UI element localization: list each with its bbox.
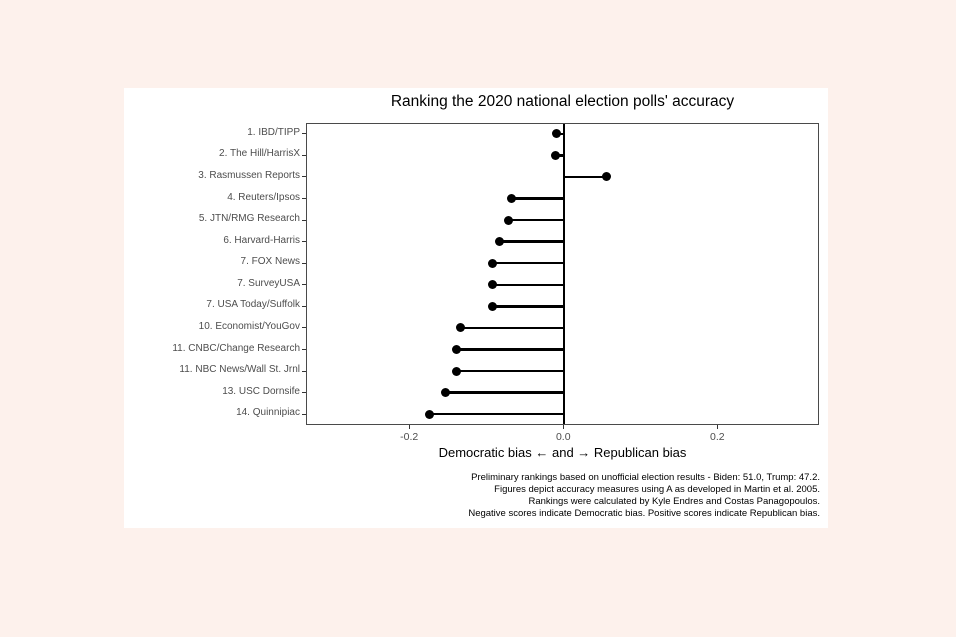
lollipop-point (552, 129, 562, 139)
caption-line: Preliminary rankings based on unofficial… (471, 472, 820, 483)
y-axis-label: 1. IBD/TIPP (247, 126, 300, 138)
caption-line: Rankings were calculated by Kyle Endres … (528, 496, 820, 507)
lollipop-stem (499, 240, 565, 243)
lollipop-point (495, 237, 505, 247)
lollipop-stem (445, 391, 565, 394)
y-axis-label: 11. CNBC/Change Research (172, 342, 300, 354)
y-axis-tick (302, 154, 306, 156)
lollipop-stem (492, 283, 565, 287)
chart-caption: Preliminary rankings based on unofficial… (124, 472, 820, 520)
lollipop-stem (456, 369, 565, 373)
y-axis-tick (302, 176, 306, 178)
y-axis-label: 14. Quinnipiac (236, 407, 300, 419)
lollipop-stem (429, 412, 565, 416)
x-axis-tick (408, 425, 410, 429)
zero-baseline (563, 124, 566, 424)
lollipop-point (488, 280, 498, 290)
lollipop-stem (456, 348, 565, 351)
lollipop-stem (492, 305, 565, 308)
y-axis-label: 7. USA Today/Suffolk (206, 299, 300, 311)
lollipop-point (506, 194, 516, 203)
y-axis-label: 3. Rasmussen Reports (198, 169, 300, 181)
chart-title: Ranking the 2020 national election polls… (390, 93, 735, 110)
x-axis-tick-label: 0.0 (555, 431, 571, 443)
x-axis-tick-label: 0.2 (710, 431, 725, 443)
lollipop-stem (492, 261, 565, 265)
lollipop-point (503, 215, 513, 225)
x-axis-tick (716, 425, 718, 429)
y-axis-tick (302, 305, 306, 307)
lollipop-stem (460, 326, 565, 330)
lollipop-point (455, 323, 465, 333)
y-axis-label: 11. NBC News/Wall St. Jrnl (179, 364, 300, 376)
y-axis-tick (302, 133, 306, 135)
y-axis-tick (302, 413, 306, 415)
x-axis-title: Democratic bias ← and → Republican bias (438, 445, 687, 460)
lollipop-point (441, 388, 451, 398)
y-axis-label: 10. Economist/YouGov (198, 320, 300, 332)
y-axis-label: 6. Harvard-Harris (223, 234, 300, 246)
y-axis-label: 7. SurveyUSA (237, 277, 300, 289)
chart-card: Ranking the 2020 national election polls… (124, 88, 828, 528)
y-axis-tick (302, 241, 306, 243)
y-axis-tick (302, 370, 306, 372)
caption-line: Figures depict accuracy measures using A… (494, 484, 820, 495)
lollipop-point (488, 301, 498, 311)
plot-panel (306, 123, 819, 425)
x-axis-tick-label: -0.2 (400, 431, 419, 443)
y-axis-label: 5. JTN/RMG Research (198, 213, 300, 225)
y-axis-tick (302, 284, 306, 286)
y-axis-label: 7. FOX News (240, 256, 300, 268)
lollipop-stem (508, 218, 565, 222)
lollipop-stem (564, 175, 607, 179)
lollipop-point (451, 366, 461, 376)
lollipop-point (550, 150, 560, 160)
lollipop-point (451, 345, 461, 354)
y-axis-tick (302, 349, 306, 350)
y-axis-label: 2. The Hill/HarrisX (219, 148, 300, 160)
lollipop-point (424, 409, 434, 419)
lollipop-stem (555, 154, 565, 157)
caption-line: Negative scores indicate Democratic bias… (468, 508, 820, 519)
x-axis-tick (562, 425, 564, 429)
lollipop-point (488, 258, 498, 268)
y-axis-tick (302, 219, 306, 221)
y-axis-tick (302, 262, 306, 264)
y-axis-tick (302, 392, 306, 394)
lollipop-stem (511, 197, 565, 200)
y-axis-tick (302, 327, 306, 329)
y-axis-tick (302, 198, 306, 199)
y-axis-label: 4. Reuters/Ipsos (227, 191, 300, 203)
y-axis-label: 13. USC Dornsife (222, 385, 300, 397)
lollipop-point (602, 172, 612, 182)
